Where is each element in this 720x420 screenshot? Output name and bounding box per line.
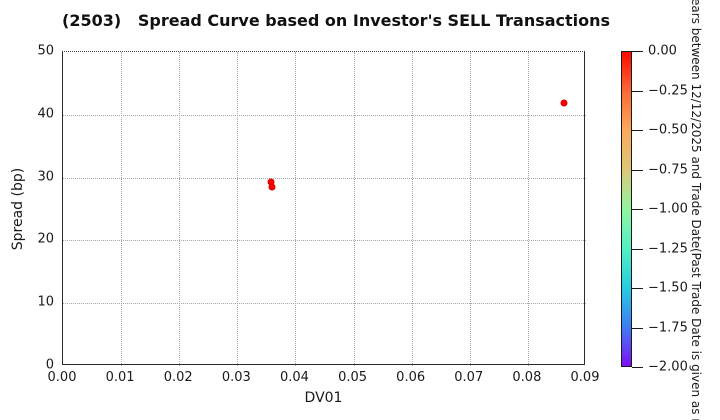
x-tick-label: 0.02: [163, 370, 193, 385]
vertical-gridline: [527, 52, 529, 366]
y-tick-label: 10: [37, 294, 54, 310]
colorbar-tick: [632, 327, 643, 329]
colorbar-tick-label: −1.25: [648, 241, 688, 256]
vertical-gridline: [237, 52, 239, 366]
colorbar-axis-label: Time in years between 12/12/2025 and Tra…: [688, 0, 703, 420]
vertical-gridline: [295, 52, 297, 366]
colorbar-tick-label: −0.25: [648, 83, 688, 98]
plot-area: [62, 51, 586, 366]
vertical-gridline: [411, 52, 413, 366]
x-tick-label: 0.05: [338, 370, 368, 385]
y-axis-label: Spread (bp): [10, 167, 26, 251]
x-tick-label: 0.09: [570, 370, 600, 385]
data-point: [268, 183, 276, 191]
y-tick-label: 40: [37, 106, 54, 122]
colorbar-tick-label: 0.00: [648, 43, 677, 59]
colorbar-tick: [632, 169, 643, 171]
x-axis-label: DV01: [304, 390, 343, 406]
colorbar-tick: [632, 51, 643, 52]
horizontal-gridline: [63, 114, 586, 116]
colorbar-gradient: [621, 51, 632, 367]
colorbar-tick-label: −0.50: [648, 122, 688, 138]
colorbar-tick: [632, 367, 643, 368]
colorbar-label-line2: (Past Trade Date is given as negative): [689, 247, 703, 420]
colorbar-tick-label: −1.00: [648, 201, 688, 217]
chart-title: (2503) Spread Curve based on Investor's …: [62, 11, 611, 30]
y-tick-label: 20: [37, 231, 54, 247]
colorbar-tick: [632, 130, 643, 131]
y-tick-label: 50: [37, 43, 54, 59]
colorbar-tick: [632, 248, 643, 250]
colorbar-tick-label: −1.50: [648, 280, 688, 296]
x-tick-label: 0.03: [221, 370, 251, 385]
x-tick-label: 0.06: [396, 370, 426, 385]
data-point: [560, 99, 568, 107]
colorbar-tick-label: −0.75: [648, 162, 688, 177]
vertical-gridline: [469, 52, 471, 366]
horizontal-gridline: [63, 240, 586, 242]
y-tick-label: 0: [45, 357, 54, 373]
colorbar-tick: [632, 209, 643, 210]
colorbar-tick-label: −2.00: [648, 359, 688, 375]
colorbar-label-line1: Time in years between 12/12/2025 and Tra…: [689, 0, 703, 248]
x-tick-label: 0.01: [105, 370, 135, 385]
x-tick-label: 0.04: [279, 370, 309, 385]
x-tick-label: 0.07: [454, 370, 484, 385]
vertical-gridline: [121, 52, 123, 366]
vertical-gridline: [179, 52, 181, 366]
colorbar-tick: [632, 90, 643, 92]
y-tick-label: 30: [37, 169, 54, 185]
x-tick-label: 0.00: [47, 370, 77, 385]
x-tick-label: 0.08: [512, 370, 542, 385]
vertical-gridline: [353, 52, 355, 366]
colorbar-tick-label: −1.75: [648, 320, 688, 335]
horizontal-gridline: [63, 303, 586, 305]
horizontal-gridline: [63, 177, 586, 179]
colorbar-tick: [632, 288, 643, 289]
